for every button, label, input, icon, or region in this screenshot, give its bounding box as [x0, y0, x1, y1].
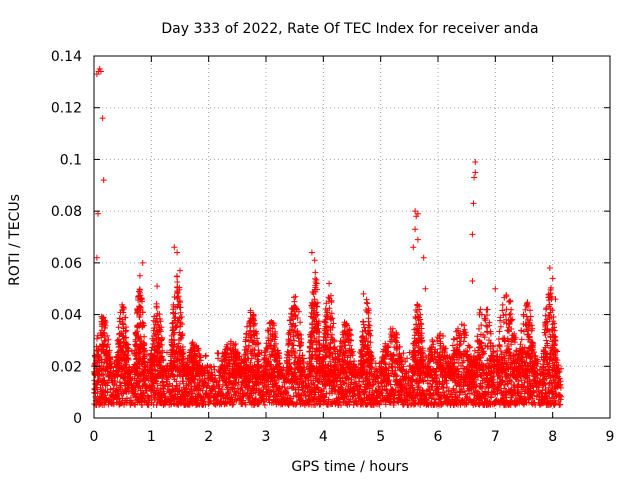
- data-point: [203, 352, 209, 359]
- data-point: [202, 401, 209, 408]
- data-point: [112, 378, 119, 385]
- data-point: [211, 366, 218, 373]
- data-point: [233, 397, 240, 404]
- data-point: [364, 300, 371, 307]
- data-point: [176, 380, 183, 387]
- data-point: [94, 347, 101, 354]
- data-point: [105, 336, 112, 343]
- data-point: [202, 353, 209, 360]
- data-point: [184, 392, 191, 399]
- data-point: [363, 299, 370, 306]
- data-point: [217, 400, 224, 407]
- data-point: [219, 386, 225, 393]
- data-point: [170, 373, 177, 380]
- data-point: [144, 392, 151, 399]
- data-point: [104, 382, 111, 389]
- data-point: [107, 386, 114, 393]
- data-point: [174, 279, 181, 285]
- data-point: [101, 402, 108, 408]
- data-point: [201, 398, 208, 405]
- data-point: [196, 381, 203, 388]
- data-point: [154, 385, 161, 391]
- data-point: [208, 390, 215, 397]
- data-point: [137, 287, 143, 293]
- data-point: [211, 383, 218, 390]
- data-point: [160, 382, 167, 389]
- data-point: [175, 293, 182, 300]
- data-point: [94, 390, 101, 397]
- data-point: [171, 388, 178, 395]
- data-point: [132, 388, 139, 395]
- data-point: [139, 401, 146, 408]
- data-point: [312, 275, 319, 282]
- data-point: [173, 383, 180, 390]
- data-point: [104, 388, 111, 395]
- data-point: [180, 378, 187, 385]
- data-point: [312, 269, 319, 276]
- data-point: [199, 387, 206, 394]
- data-point: [190, 377, 197, 384]
- data-points: [91, 65, 565, 409]
- data-point: [365, 315, 372, 322]
- data-point: [94, 335, 100, 342]
- data-point: [242, 401, 249, 408]
- data-point: [174, 273, 181, 280]
- data-point: [153, 402, 160, 408]
- data-point: [115, 324, 122, 331]
- data-point: [117, 379, 123, 386]
- data-point: [152, 395, 159, 402]
- data-point: [360, 318, 366, 325]
- data-point: [212, 388, 219, 395]
- data-point: [207, 398, 214, 405]
- data-point: [145, 393, 152, 400]
- data-point: [126, 376, 133, 383]
- grid-lines: [94, 56, 610, 418]
- data-point: [225, 390, 232, 397]
